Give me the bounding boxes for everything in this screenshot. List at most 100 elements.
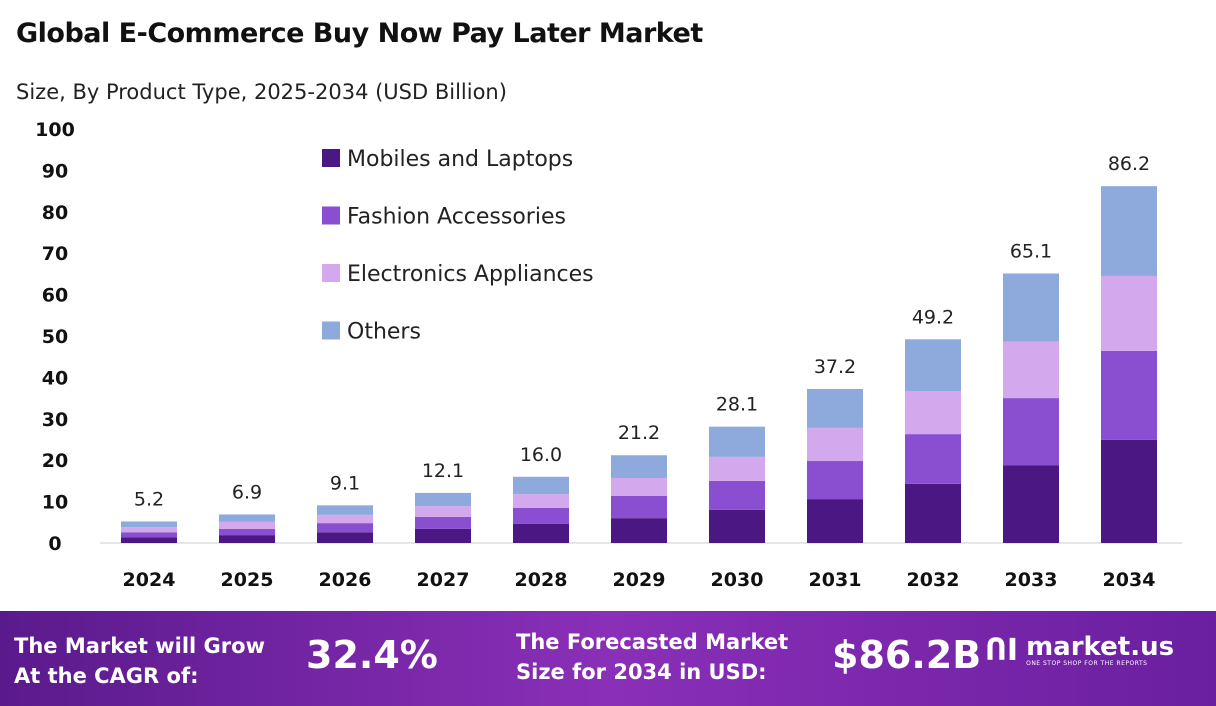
total-label: 28.1 (716, 394, 758, 416)
bar-segment (1003, 465, 1059, 543)
legend-swatch (322, 321, 340, 340)
total-label: 16.0 (520, 444, 562, 466)
stacked-bar-chart: 01020304050607080901005.220246.920259.12… (35, 119, 1182, 591)
bar-segment (317, 514, 373, 524)
y-tick-label: 20 (42, 450, 68, 472)
y-tick-label: 50 (42, 326, 68, 348)
logo-mark-icon: ՈI (985, 633, 1019, 668)
cagr-value: 32.4% (306, 633, 438, 677)
y-tick-label: 70 (42, 243, 68, 265)
bar-segment (807, 461, 863, 500)
x-tick-label: 2034 (1103, 569, 1156, 591)
y-tick-label: 40 (42, 367, 68, 389)
bar-segment (611, 478, 667, 496)
footer-banner: The Market will Grow At the CAGR of: 32.… (0, 611, 1216, 706)
total-label: 86.2 (1108, 153, 1150, 175)
total-label: 6.9 (232, 481, 262, 503)
x-tick-label: 2025 (221, 569, 274, 591)
bar-segment (219, 514, 275, 522)
bar-segment (807, 427, 863, 462)
legend-swatch (322, 206, 340, 225)
bar-segment (121, 532, 177, 538)
bar-segment (709, 456, 765, 481)
bar-segment (611, 518, 667, 543)
bar-segment (709, 480, 765, 510)
legend-label: Mobiles and Laptops (347, 147, 573, 172)
x-tick-label: 2030 (711, 569, 764, 591)
bar-segment (709, 426, 765, 457)
bar-segment (121, 521, 177, 528)
logo-text: market.us (1026, 632, 1175, 662)
x-tick-label: 2029 (613, 569, 666, 591)
bar-segment (1101, 350, 1157, 440)
forecast-label: The Forecasted Market Size for 2034 in U… (516, 627, 788, 687)
bar-segment (219, 528, 275, 536)
legend-swatch (322, 149, 340, 167)
cagr-label: The Market will Grow At the CAGR of: (14, 631, 265, 691)
bar-segment (513, 507, 569, 524)
x-tick-label: 2026 (319, 569, 372, 591)
bar-segment (1101, 275, 1157, 351)
bar-segment (317, 532, 373, 543)
total-label: 12.1 (422, 460, 464, 482)
x-tick-label: 2024 (123, 569, 176, 591)
bar-segment (219, 521, 275, 529)
bar-segment (709, 509, 765, 543)
bar-segment (513, 523, 569, 543)
bar-segment (905, 391, 961, 435)
bar-segment (1101, 439, 1157, 543)
bar-segment (513, 494, 569, 508)
x-tick-label: 2032 (907, 569, 960, 591)
total-label: 5.2 (134, 488, 164, 510)
total-label: 21.2 (618, 422, 660, 444)
total-label: 9.1 (330, 472, 360, 494)
total-label: 49.2 (912, 306, 954, 328)
chart-subtitle: Size, By Product Type, 2025-2034 (USD Bi… (16, 80, 507, 104)
bar-segment (317, 505, 373, 515)
bar-segment (807, 499, 863, 543)
bar-segment (415, 528, 471, 543)
bar-segment (611, 455, 667, 479)
x-tick-label: 2031 (809, 569, 862, 591)
y-tick-label: 0 (48, 533, 61, 555)
bar-segment (415, 516, 471, 529)
bar-segment (219, 535, 275, 543)
bar-segment (905, 339, 961, 392)
chart-title: Global E-Commerce Buy Now Pay Later Mark… (16, 18, 703, 49)
bar-segment (415, 506, 471, 517)
y-tick-label: 90 (42, 160, 68, 182)
y-tick-label: 100 (35, 119, 75, 141)
bar-segment (121, 527, 177, 533)
cagr-label-line1: The Market will Grow (14, 634, 265, 658)
forecast-value: $86.2B (832, 633, 982, 677)
legend-label: Others (347, 320, 421, 345)
total-label: 37.2 (814, 356, 856, 378)
bar-segment (611, 495, 667, 519)
x-tick-label: 2033 (1005, 569, 1058, 591)
bar-segment (807, 388, 863, 428)
cagr-label-line2: At the CAGR of: (14, 664, 199, 688)
y-tick-label: 30 (42, 409, 68, 431)
forecast-label-line2: Size for 2034 in USD: (516, 660, 767, 684)
y-tick-label: 80 (42, 202, 68, 224)
x-tick-label: 2027 (417, 569, 470, 591)
bar-segment (121, 537, 177, 543)
bar-segment (1101, 186, 1157, 276)
legend-label: Electronics Appliances (347, 262, 594, 287)
market-us-logo: ՈI market.us ONE STOP SHOP FOR THE REPOR… (985, 633, 1174, 668)
legend-swatch (322, 264, 340, 282)
x-tick-label: 2028 (515, 569, 568, 591)
bar-segment (1003, 273, 1059, 342)
bar-segment (317, 523, 373, 533)
logo-tagline: ONE STOP SHOP FOR THE REPORTS (1026, 660, 1148, 667)
forecast-label-line1: The Forecasted Market (516, 630, 789, 654)
bar-segment (1003, 398, 1059, 466)
bar-segment (1003, 341, 1059, 399)
bar-segment (905, 483, 961, 543)
y-tick-label: 60 (42, 285, 68, 307)
bar-segment (415, 492, 471, 507)
total-label: 65.1 (1010, 240, 1052, 262)
y-tick-label: 10 (42, 492, 68, 514)
legend-label: Fashion Accessories (347, 205, 566, 230)
bar-segment (905, 434, 961, 484)
